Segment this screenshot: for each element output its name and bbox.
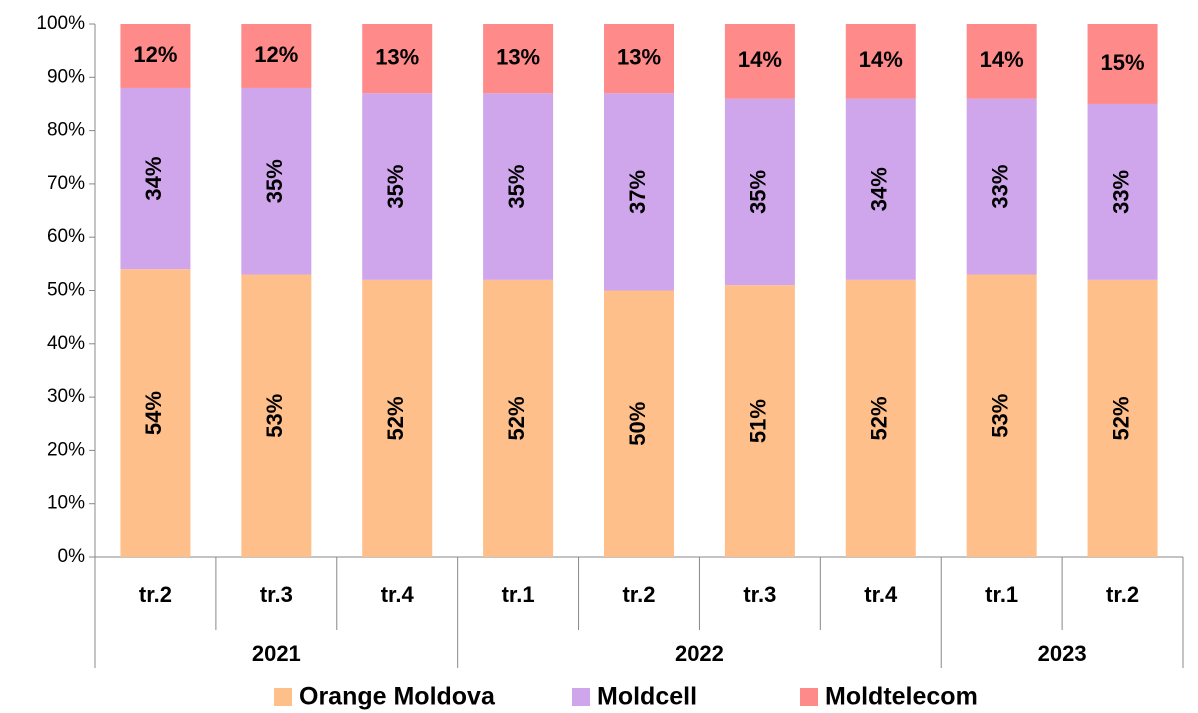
data-label: 35% xyxy=(262,159,287,203)
bar-segment xyxy=(845,98,916,280)
x-tick-label: tr.4 xyxy=(864,582,898,607)
data-label: 15% xyxy=(1101,50,1145,75)
x-tick-label: tr.4 xyxy=(381,582,415,607)
bar-segment xyxy=(604,24,674,94)
bar-segment xyxy=(120,269,191,557)
data-label: 12% xyxy=(133,42,177,67)
data-label: 14% xyxy=(738,47,782,72)
y-tick-label: 100% xyxy=(36,13,85,34)
x-tick-label: tr.3 xyxy=(260,582,293,607)
bar-segment xyxy=(241,24,312,88)
bar-segment xyxy=(966,98,1037,275)
x-tick-label: tr.1 xyxy=(502,582,535,607)
bar-segment xyxy=(604,290,674,557)
group-label: 2021 xyxy=(252,641,301,666)
data-label: 52% xyxy=(867,396,892,440)
bar-segment xyxy=(1087,279,1158,557)
y-tick-label: 10% xyxy=(47,493,85,514)
data-label: 54% xyxy=(141,391,166,435)
bar-segment xyxy=(241,87,312,275)
group-label: 2023 xyxy=(1038,641,1087,666)
data-label: 52% xyxy=(383,396,408,440)
data-label: 33% xyxy=(987,165,1012,209)
bar-segment xyxy=(966,274,1037,557)
legend-swatch xyxy=(572,688,590,706)
data-label: 13% xyxy=(496,44,540,69)
bar-segment xyxy=(362,279,433,557)
data-label: 35% xyxy=(746,170,771,214)
data-label: 53% xyxy=(262,394,287,438)
group-label: 2022 xyxy=(675,641,724,666)
bar-segment xyxy=(241,274,312,557)
bar-segment xyxy=(1087,103,1158,280)
data-label: 14% xyxy=(980,47,1024,72)
legend-label: Moldtelecom xyxy=(825,683,978,711)
y-tick-label: 50% xyxy=(47,280,85,301)
x-tick-label: tr.2 xyxy=(622,582,655,607)
bar-segment xyxy=(845,24,916,99)
legend-label: Moldcell xyxy=(597,683,697,711)
data-label: 33% xyxy=(1108,170,1133,214)
data-label: 50% xyxy=(625,402,650,446)
bar-segment xyxy=(483,24,554,94)
y-tick-label: 20% xyxy=(47,439,85,460)
bar-segment xyxy=(1087,24,1158,104)
data-label: 13% xyxy=(617,44,661,69)
y-tick-label: 0% xyxy=(58,546,86,567)
y-tick-label: 30% xyxy=(47,386,85,407)
data-label: 34% xyxy=(867,167,892,211)
data-label: 12% xyxy=(254,42,298,67)
data-label: 51% xyxy=(746,399,771,443)
data-label: 53% xyxy=(987,394,1012,438)
bar-segment xyxy=(362,24,433,94)
bar-segment xyxy=(966,24,1037,99)
bar-segment xyxy=(120,87,191,270)
x-tick-label: tr.2 xyxy=(1106,582,1139,607)
x-tick-label: tr.2 xyxy=(139,582,172,607)
legend-swatch xyxy=(800,688,818,706)
data-label: 13% xyxy=(375,44,419,69)
x-tick-label: tr.1 xyxy=(985,582,1018,607)
data-label: 14% xyxy=(859,47,903,72)
bar-segment xyxy=(120,24,191,88)
bar-segment xyxy=(483,93,554,280)
bar-segment xyxy=(724,24,795,99)
y-tick-label: 40% xyxy=(47,333,85,354)
data-label: 34% xyxy=(141,157,166,201)
data-label: 35% xyxy=(383,165,408,209)
bar-segment xyxy=(724,285,795,557)
x-tick-label: tr.3 xyxy=(743,582,776,607)
y-tick-label: 80% xyxy=(47,120,85,141)
bar-segment xyxy=(604,93,674,291)
bar-segment xyxy=(362,93,433,280)
legend-label: Orange Moldova xyxy=(299,683,496,711)
y-tick-label: 90% xyxy=(47,66,85,87)
data-label: 52% xyxy=(1108,396,1133,440)
bar-segment xyxy=(483,279,554,557)
bar-segment xyxy=(724,98,795,286)
data-label: 52% xyxy=(504,396,529,440)
y-tick-label: 70% xyxy=(47,173,85,194)
legend-swatch xyxy=(274,688,292,706)
data-label: 37% xyxy=(625,170,650,214)
data-label: 35% xyxy=(504,165,529,209)
bar-segment xyxy=(845,279,916,557)
y-tick-label: 60% xyxy=(47,226,85,247)
